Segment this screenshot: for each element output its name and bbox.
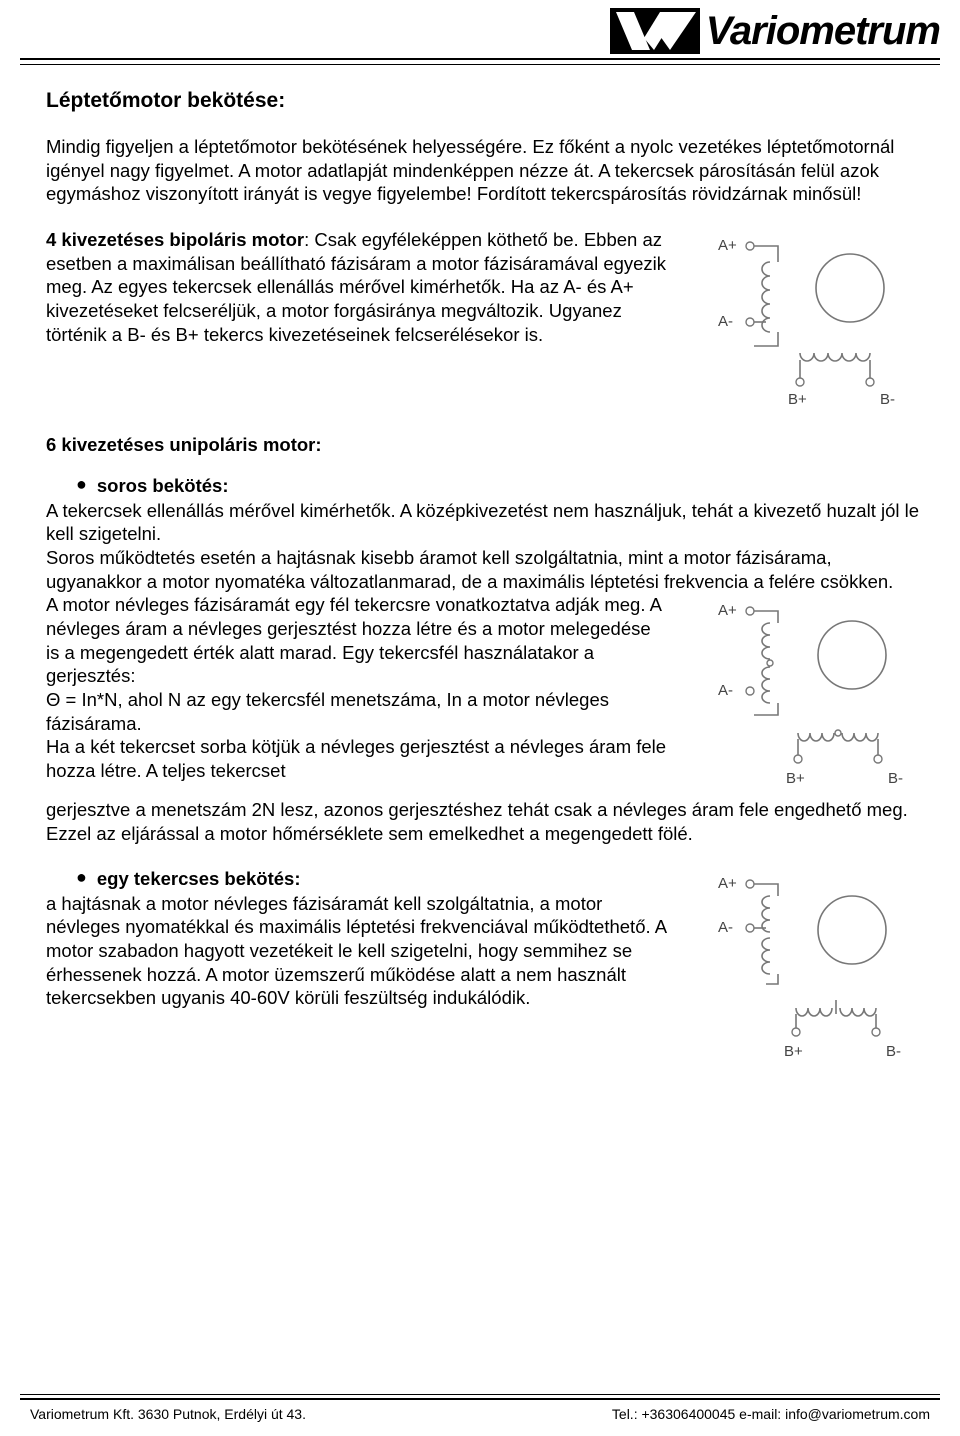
section-6lead-heading: 6 kivezetéses unipoláris motor: — [46, 434, 322, 455]
svg-text:B-: B- — [888, 770, 903, 787]
footer-rule-thin — [20, 1394, 940, 1395]
bullet-icon: ● — [76, 868, 87, 886]
brand-name: Variometrum — [706, 9, 940, 54]
bullet-icon: ● — [76, 475, 87, 493]
section-4lead-heading: 4 kivezetéses bipoláris motor — [46, 229, 304, 250]
svg-text:A+: A+ — [718, 875, 737, 892]
section-6lead-heading-row: 6 kivezetéses unipoláris motor: — [46, 433, 920, 457]
variometrum-icon — [610, 8, 700, 54]
bullet-egy: ● egy tekercses bekötés: — [76, 868, 668, 890]
svg-text:A-: A- — [718, 682, 733, 699]
intro-paragraph: Mindig figyeljen a léptetőmotor bekötésé… — [46, 135, 920, 206]
soros-body4: Ha a két tekercset sorba kötjük a névleg… — [46, 735, 668, 782]
soros-formula: Θ = In*N, ahol N az egy tekercsfél menet… — [46, 688, 668, 735]
diagram-4lead: A+ A- B+ B- — [680, 228, 920, 413]
svg-text:B+: B+ — [784, 1043, 803, 1060]
svg-text:A+: A+ — [718, 602, 737, 619]
label-b-minus: B- — [880, 391, 895, 408]
svg-text:B-: B- — [886, 1043, 901, 1060]
soros-body3: A motor névleges fázisáramát egy fél tek… — [46, 593, 668, 688]
section-4lead: 4 kivezetéses bipoláris motor: Csak egyf… — [46, 228, 920, 413]
page-header: Variometrum — [0, 0, 960, 58]
svg-text:B+: B+ — [786, 770, 805, 787]
brand-logo: Variometrum — [610, 8, 940, 54]
diagram-6lead-series: A+ A- B+ B- — [680, 593, 920, 798]
soros-body1: A tekercsek ellenállás mérővel kimérhető… — [46, 499, 920, 546]
egy-label: egy tekercses bekötés: — [97, 868, 301, 890]
svg-text:A-: A- — [718, 919, 733, 936]
footer-rule-thick — [20, 1398, 940, 1400]
header-rule-thick — [20, 58, 940, 60]
egy-with-diagram: ● egy tekercses bekötés: a hajtásnak a m… — [46, 868, 920, 1073]
page-footer: Variometrum Kft. 3630 Putnok, Erdélyi út… — [0, 1394, 960, 1422]
diagram-6lead-halfcoil: A+ A- B+ B- — [680, 868, 920, 1073]
label-b-plus: B+ — [788, 391, 807, 408]
page-title: Léptetőmotor bekötése: — [46, 89, 920, 113]
soros-body5: gerjesztve a menetszám 2N lesz, azonos g… — [46, 798, 920, 845]
label-a-plus: A+ — [718, 237, 737, 254]
soros-body2: Soros működtetés esetén a hajtásnak kise… — [46, 546, 920, 593]
section-4lead-text: 4 kivezetéses bipoláris motor: Csak egyf… — [46, 228, 668, 346]
bullet-soros: ● soros bekötés: — [76, 475, 920, 497]
footer-contact: Tel.: +36306400045 e-mail: info@variomet… — [612, 1406, 930, 1422]
label-a-minus: A- — [718, 313, 733, 330]
soros-label: soros bekötés: — [97, 475, 229, 497]
soros-with-diagram: A motor névleges fázisáramát egy fél tek… — [46, 593, 920, 798]
footer-address: Variometrum Kft. 3630 Putnok, Erdélyi út… — [30, 1406, 306, 1422]
header-rule-thin — [20, 64, 940, 65]
egy-body: a hajtásnak a motor névleges fázisáramát… — [46, 892, 668, 1010]
document-body: Léptetőmotor bekötése: Mindig figyeljen … — [0, 89, 960, 1073]
